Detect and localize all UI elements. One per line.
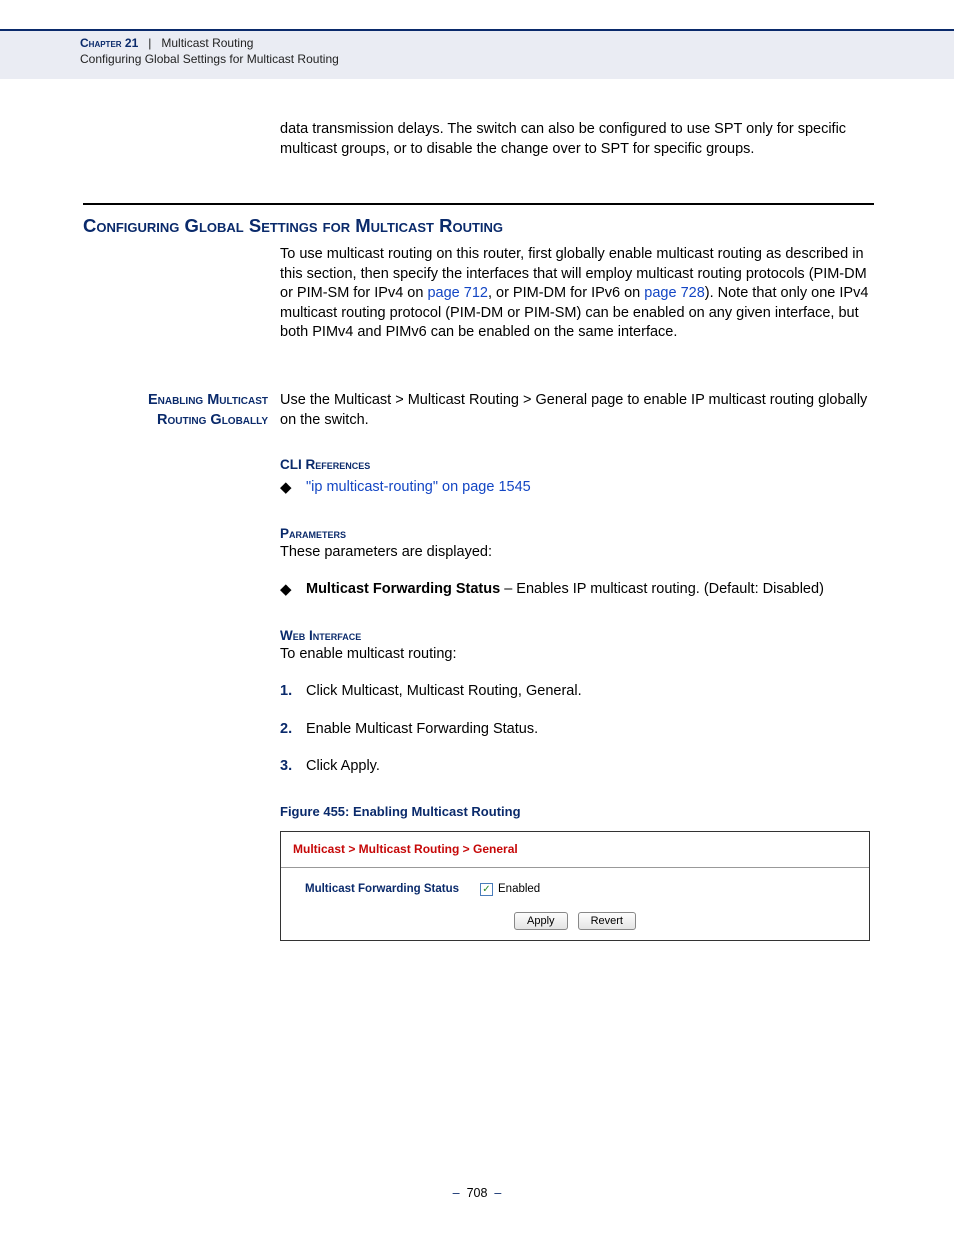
- cli-bullet: ◆ "ip multicast-routing" on page 1545: [280, 478, 874, 498]
- revert-button[interactable]: Revert: [578, 912, 636, 930]
- margin-heading: Enabling Multicast Routing Globally: [83, 391, 280, 941]
- margin-heading-line1: Enabling Multicast: [148, 392, 268, 408]
- margin-heading-line2: Routing Globally: [157, 412, 268, 428]
- ui-button-row: Apply Revert: [281, 904, 869, 940]
- web-interface-head: Web Interface: [280, 627, 874, 645]
- section-title: Configuring Global Settings for Multicas…: [83, 215, 874, 237]
- param-bullet: ◆ Multicast Forwarding Status – Enables …: [280, 580, 874, 600]
- web-intro: To enable multicast routing:: [280, 645, 874, 665]
- page-header: Chapter 21 | Multicast Routing Configuri…: [0, 29, 954, 79]
- step-1: 1. Click Multicast, Multicast Routing, G…: [280, 682, 874, 702]
- apply-button[interactable]: Apply: [514, 912, 568, 930]
- cli-link[interactable]: "ip multicast-routing" on page 1545: [306, 479, 531, 495]
- chapter-topic: Multicast Routing: [161, 36, 253, 50]
- page-number: 708: [467, 1186, 488, 1200]
- breadcrumb-text: Multicast > Multicast Routing > General: [293, 842, 518, 856]
- page-link-728[interactable]: page 728: [644, 285, 704, 301]
- step-text: Click Apply.: [306, 757, 380, 777]
- chapter-subtitle: Configuring Global Settings for Multicas…: [80, 52, 954, 66]
- footer-dash: –: [487, 1186, 501, 1200]
- separator: |: [142, 36, 158, 50]
- chapter-line: Chapter 21 | Multicast Routing: [80, 36, 954, 50]
- chapter-label: Chapter 21: [80, 36, 138, 50]
- section-body: To use multicast routing on this router,…: [280, 245, 874, 343]
- param-desc: – Enables IP multicast routing. (Default…: [500, 581, 824, 597]
- bullet-icon: ◆: [280, 580, 306, 600]
- step-number: 1.: [280, 682, 306, 702]
- enabled-checkbox[interactable]: ✓: [480, 883, 493, 896]
- param-name: Multicast Forwarding Status: [306, 581, 500, 597]
- ui-breadcrumb: Multicast > Multicast Routing > General: [281, 832, 869, 869]
- step-2: 2. Enable Multicast Forwarding Status.: [280, 720, 874, 740]
- step-3: 3. Click Apply.: [280, 757, 874, 777]
- step-number: 2.: [280, 720, 306, 740]
- figure-caption: Figure 455: Enabling Multicast Routing: [280, 803, 874, 821]
- section-rule: [83, 203, 874, 205]
- step-text: Click Multicast, Multicast Routing, Gene…: [306, 682, 582, 702]
- intro-paragraph: data transmission delays. The switch can…: [280, 120, 874, 159]
- step-text: Enable Multicast Forwarding Status.: [306, 720, 538, 740]
- param-text: Multicast Forwarding Status – Enables IP…: [306, 580, 874, 600]
- enable-intro: Use the Multicast > Multicast Routing > …: [280, 391, 874, 430]
- ui-checkbox-wrap: ✓ Enabled: [480, 882, 540, 898]
- bullet-icon: ◆: [280, 478, 306, 498]
- page-link-712[interactable]: page 712: [427, 285, 487, 301]
- cli-references-head: CLI References: [280, 456, 874, 474]
- page-footer: – 708 –: [0, 1186, 954, 1200]
- ui-field-label: Multicast Forwarding Status: [305, 882, 480, 898]
- section-text-2: , or PIM-DM for IPv6 on: [488, 285, 644, 301]
- step-number: 3.: [280, 757, 306, 777]
- footer-dash: –: [453, 1186, 467, 1200]
- ui-screenshot-panel: Multicast > Multicast Routing > General …: [280, 831, 870, 941]
- page-content: data transmission delays. The switch can…: [83, 120, 874, 941]
- checkbox-label: Enabled: [498, 882, 540, 898]
- parameters-head: Parameters: [280, 525, 874, 543]
- parameters-intro: These parameters are displayed:: [280, 543, 874, 563]
- subsection-body: Use the Multicast > Multicast Routing > …: [280, 391, 874, 941]
- ui-form-row: Multicast Forwarding Status ✓ Enabled: [281, 868, 869, 904]
- subsection: Enabling Multicast Routing Globally Use …: [83, 391, 874, 941]
